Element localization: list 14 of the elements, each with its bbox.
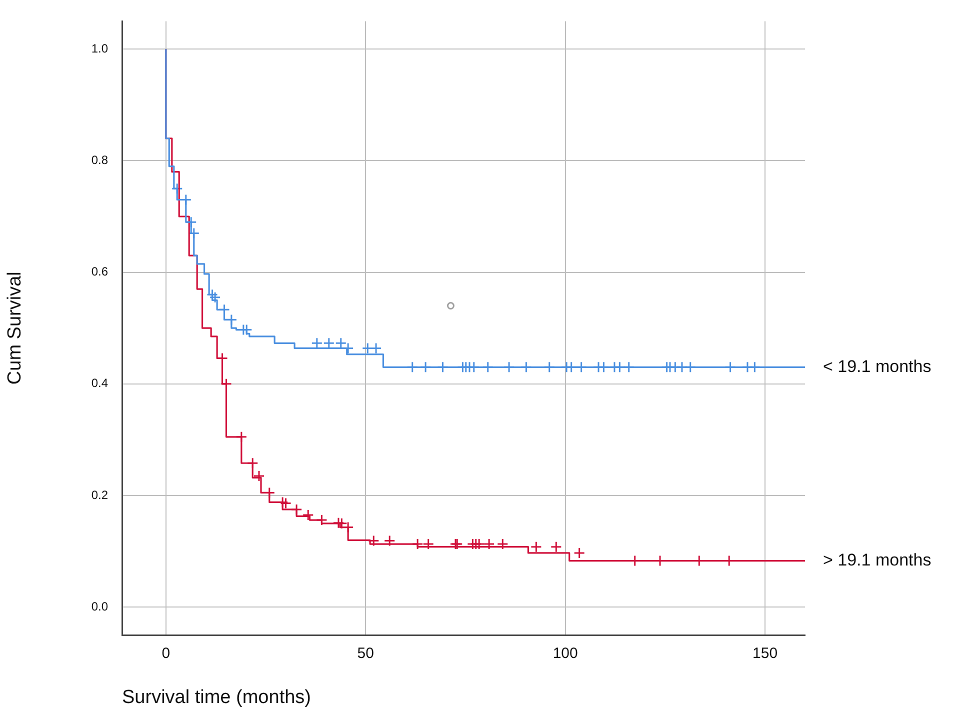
y-tick-label: 0.6	[91, 264, 108, 279]
y-tick-label: 1.0	[91, 41, 108, 56]
x-axis-title: Survival time (months)	[122, 686, 311, 708]
series-label: < 19.1 months	[823, 356, 932, 376]
series-label: > 19.1 months	[823, 550, 932, 570]
x-tick-label: 150	[752, 645, 778, 662]
y-tick-label: 0.4	[91, 376, 108, 390]
x-tick-label: 100	[552, 645, 578, 662]
y-tick-label: 0.2	[91, 488, 108, 502]
x-tick-label: 0	[162, 645, 170, 662]
x-tick-label: 50	[357, 645, 374, 662]
y-tick-label: 0.0	[91, 599, 108, 614]
y-tick-label: 0.8	[91, 153, 108, 168]
y-axis-title: Cum Survival	[4, 272, 26, 385]
